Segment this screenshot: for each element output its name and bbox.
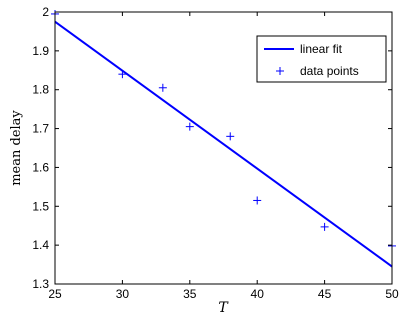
x-axis-label: T	[218, 300, 229, 316]
legend-label-linear-fit: linear fit	[300, 42, 343, 56]
data-marks	[51, 9, 396, 268]
plot-frame	[54, 11, 393, 285]
y-tick-label: 1.3	[32, 277, 49, 291]
data-point	[253, 196, 262, 205]
legend: linear fit data points	[256, 35, 387, 83]
legend-label-data-points: data points	[300, 64, 359, 78]
data-point	[226, 132, 235, 141]
y-tick-label: 1.4	[32, 238, 49, 252]
x-tick-label: 40	[251, 287, 265, 301]
x-tick-label: 45	[318, 287, 332, 301]
y-tick-label: 1.6	[32, 160, 49, 174]
legend-box	[256, 35, 387, 83]
axis-ticks: 25 30 35 40 45 50 1.3 1.4 1.5 1.6 1.7 1.8 1.9 2	[32, 5, 399, 301]
x-tick-label: 50	[385, 287, 399, 301]
data-point	[185, 122, 194, 131]
x-tick-label: 30	[116, 287, 130, 301]
legend-swatch-data-points	[276, 67, 284, 75]
y-tick-label: 1.8	[32, 83, 49, 97]
x-tick-label: 25	[48, 287, 62, 301]
linear-fit-line	[54, 20, 393, 268]
y-tick-label: 2	[42, 5, 49, 19]
y-tick-label: 1.7	[32, 122, 49, 136]
y-tick-label: 1.5	[32, 199, 49, 213]
y-axis-label: mean delay	[9, 110, 24, 186]
data-point	[118, 70, 127, 79]
data-point	[320, 222, 329, 231]
y-tick-label: 1.9	[32, 44, 49, 58]
data-point	[158, 83, 167, 92]
x-tick-label: 35	[183, 287, 197, 301]
